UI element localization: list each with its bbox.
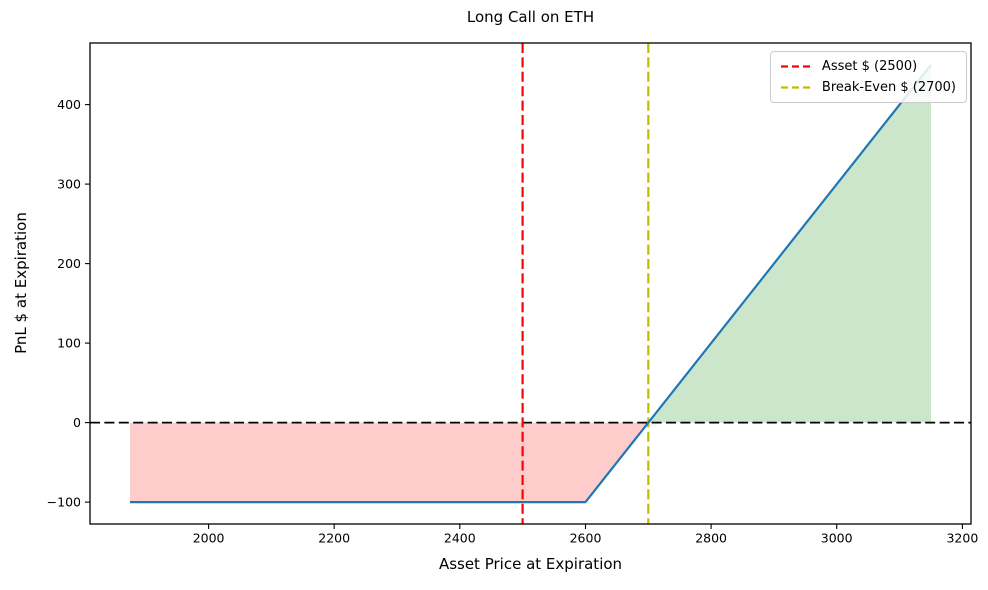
red-dashed-line-icon xyxy=(780,65,813,68)
y-tick-label: −100 xyxy=(47,495,81,510)
legend: Asset $ (2500) Break-Even $ (2700) xyxy=(769,51,967,103)
y-tick-label: 400 xyxy=(57,97,81,112)
y-tick-label: 100 xyxy=(57,336,81,351)
x-axis-label: Asset Price at Expiration xyxy=(438,555,623,573)
legend-label-asset-price: Asset $ (2500) xyxy=(821,59,918,74)
long-call-pnl xyxy=(130,64,932,504)
legend-label-break-even: Break-Even $ (2700) xyxy=(821,80,956,95)
yellow-dashed-line-icon xyxy=(780,86,813,89)
x-tick-label: 3000 xyxy=(821,531,853,546)
axes-frame xyxy=(89,42,972,525)
y-tick-label: 200 xyxy=(57,256,81,271)
loss-region xyxy=(130,422,649,503)
y-axis-label: PnL $ at Expiration xyxy=(12,212,30,354)
legend-entry-break-even: Break-Even $ (2700) xyxy=(780,80,956,95)
x-tick-label: 2400 xyxy=(444,531,476,546)
x-tick-label: 2000 xyxy=(193,531,225,546)
x-tick-label: 2200 xyxy=(318,531,350,546)
x-tick-label: 3200 xyxy=(946,531,978,546)
x-tick-label: 2600 xyxy=(570,531,602,546)
y-tick-label: 0 xyxy=(73,415,81,430)
y-tick-label: 300 xyxy=(57,177,81,192)
chart-title: Long Call on ETH xyxy=(466,8,595,26)
legend-entry-asset-price: Asset $ (2500) xyxy=(780,59,956,74)
x-tick-label: 2800 xyxy=(695,531,727,546)
